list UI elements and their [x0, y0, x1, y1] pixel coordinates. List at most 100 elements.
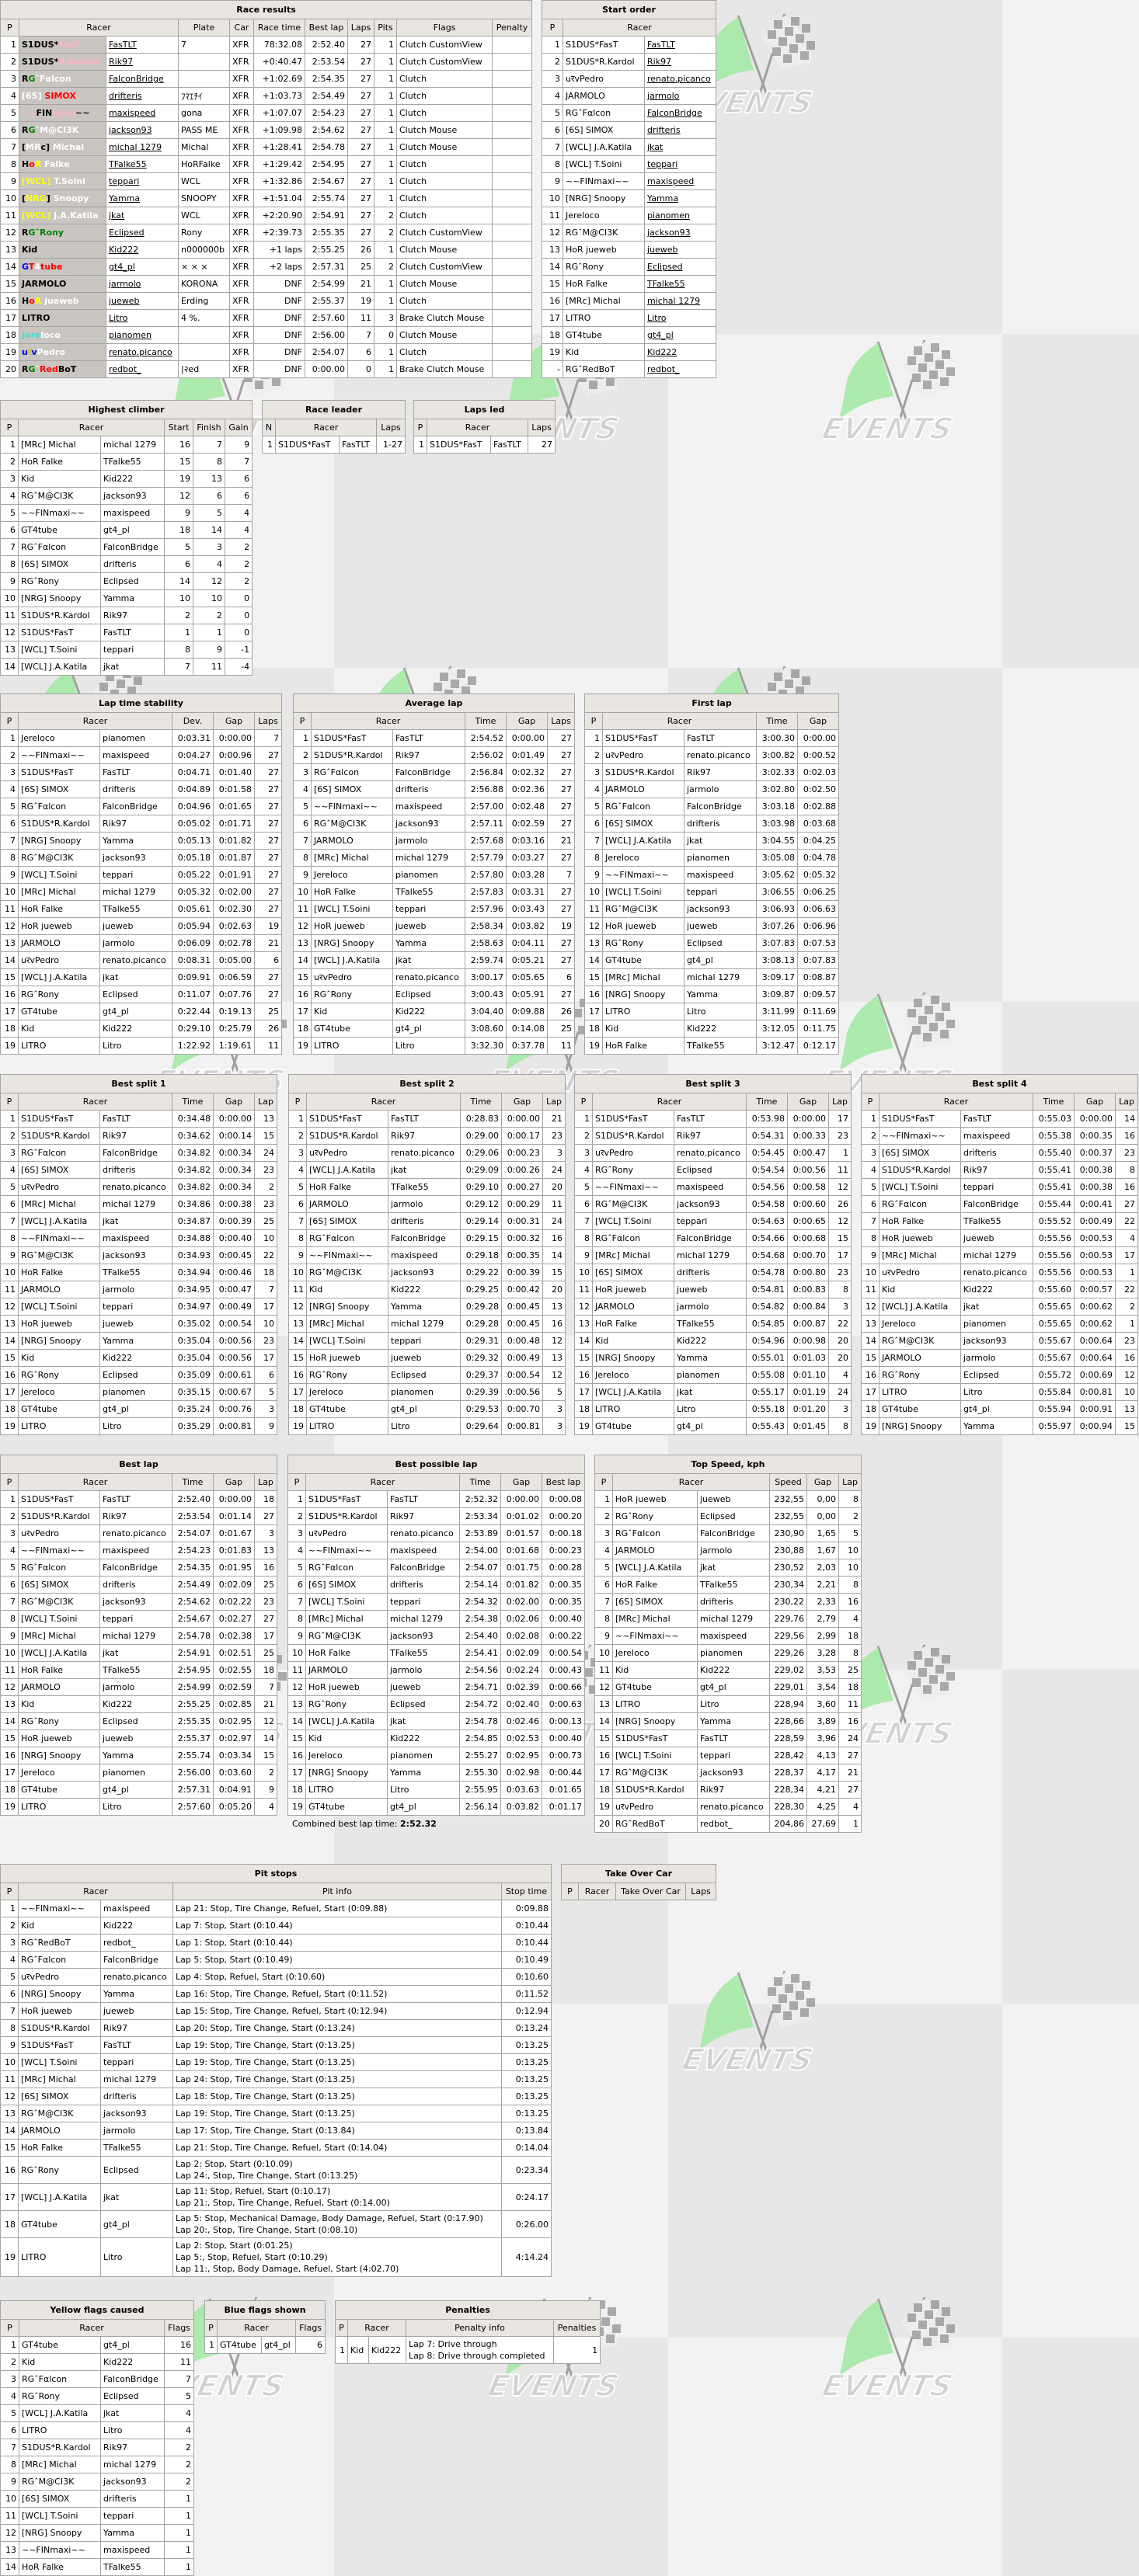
racer-profile-link[interactable]: jarmolo [647, 91, 680, 101]
column-header-racer[interactable]: Racer [305, 1473, 460, 1491]
column-header-racer[interactable]: Racer [592, 1093, 747, 1111]
column-header-p[interactable]: P [0, 1473, 19, 1491]
racer-profile-link[interactable]: FasTLT [109, 40, 137, 50]
column-header-p[interactable]: P [561, 1882, 579, 1900]
racer-profile-link[interactable]: TFalke55 [647, 279, 685, 289]
column-header-laps[interactable]: Laps [527, 419, 556, 436]
column-header-p[interactable]: P [204, 2319, 218, 2337]
column-header-laps[interactable]: Laps [347, 19, 374, 37]
racer-profile-link[interactable]: FalconBridge [647, 108, 702, 118]
column-header-lap[interactable]: Lap [827, 1093, 852, 1111]
racer-profile-link[interactable]: FalconBridge [109, 74, 164, 84]
column-header-plate[interactable]: Plate [178, 19, 230, 37]
column-header-car[interactable]: Car [229, 19, 254, 37]
column-header-pit-info[interactable]: Pit info [172, 1882, 502, 1900]
racer-profile-link[interactable]: redbot_ [109, 364, 141, 374]
racer-profile-link[interactable]: teppari [109, 176, 140, 186]
column-header-p[interactable]: P [0, 712, 19, 730]
racer-profile-link[interactable]: michal 1279 [647, 296, 701, 306]
column-header-gap[interactable]: Gap [787, 1093, 829, 1111]
column-header-racer[interactable]: Racer [311, 712, 465, 730]
racer-profile-link[interactable]: jkat [109, 210, 125, 221]
column-header-racer[interactable]: Racer [578, 1882, 616, 1900]
column-header-racer[interactable]: Racer [18, 1882, 173, 1900]
column-header-laps[interactable]: Laps [684, 1882, 717, 1900]
column-header-p[interactable]: P [293, 712, 312, 730]
racer-profile-link[interactable]: drifteris [109, 91, 142, 101]
column-header-gain[interactable]: Gain [224, 419, 253, 436]
column-header-finish[interactable]: Finish [193, 419, 225, 436]
racer-profile-link[interactable]: Rik97 [109, 57, 134, 67]
racer-profile-link[interactable]: jueweb [647, 245, 678, 255]
column-header-time[interactable]: Time [172, 1093, 214, 1111]
column-header-time[interactable]: Time [1033, 1093, 1075, 1111]
column-header-lap[interactable]: Lap [253, 1093, 278, 1111]
column-header-gap[interactable]: Gap [213, 712, 255, 730]
racer-profile-link[interactable]: maxispeed [109, 108, 156, 118]
racer-profile-link[interactable]: Rik97 [647, 57, 672, 67]
column-header-lap[interactable]: Lap [542, 1093, 566, 1111]
column-header-racer[interactable]: Racer [562, 19, 717, 37]
column-header-lap[interactable]: Lap [838, 1473, 862, 1491]
column-header-n[interactable]: N [262, 419, 276, 436]
column-header-racer[interactable]: Racer [306, 1093, 461, 1111]
racer-profile-link[interactable]: Kid222 [647, 347, 677, 357]
column-header-racer[interactable]: Racer [18, 1473, 172, 1491]
racer-profile-link[interactable]: jackson93 [109, 125, 152, 135]
column-header-time[interactable]: Time [460, 1093, 502, 1111]
column-header-penalty[interactable]: Penalty [491, 19, 533, 37]
racer-profile-link[interactable]: jarmolo [109, 279, 141, 289]
column-header-p[interactable]: P [0, 19, 19, 37]
column-header-p[interactable]: P [0, 1093, 19, 1111]
column-header-best-lap[interactable]: Best lap [542, 1473, 585, 1491]
racer-profile-link[interactable]: Eclipsed [109, 228, 145, 238]
column-header-racer[interactable]: Racer [275, 419, 377, 436]
column-header-time[interactable]: Time [459, 1473, 501, 1491]
column-header-flags[interactable]: Flags [164, 2319, 194, 2337]
column-header-racer[interactable]: Racer [347, 2319, 406, 2337]
column-header-laps[interactable]: Laps [546, 712, 576, 730]
column-header-time[interactable]: Time [746, 1093, 788, 1111]
racer-profile-link[interactable]: Kid222 [109, 245, 139, 255]
column-header-p[interactable]: P [0, 1882, 19, 1900]
racer-profile-link[interactable]: Yamma [647, 193, 679, 203]
column-header-gap[interactable]: Gap [1074, 1093, 1116, 1111]
column-header-gap[interactable]: Gap [213, 1473, 255, 1491]
column-header-racer[interactable]: Racer [18, 712, 172, 730]
column-header-start[interactable]: Start [164, 419, 193, 436]
column-header-racer[interactable]: Racer [19, 2319, 165, 2337]
column-header-p[interactable]: P [861, 1093, 880, 1111]
column-header-racer[interactable]: Racer [18, 1093, 172, 1111]
column-header-pits[interactable]: Pits [374, 19, 397, 37]
racer-profile-link[interactable]: pianomen [647, 210, 690, 221]
column-header-racer[interactable]: Racer [612, 1473, 770, 1491]
column-header-p[interactable]: P [288, 1093, 307, 1111]
column-header-p[interactable]: P [542, 19, 563, 37]
column-header-gap[interactable]: Gap [506, 712, 548, 730]
racer-profile-link[interactable]: jkat [647, 142, 664, 152]
column-header-racer[interactable]: Racer [427, 419, 528, 436]
column-header-racer[interactable]: Racer [217, 2319, 296, 2337]
column-header-gap[interactable]: Gap [796, 712, 840, 730]
racer-profile-link[interactable]: drifteris [647, 125, 681, 135]
column-header-dev-[interactable]: Dev. [172, 712, 214, 730]
column-header-gap[interactable]: Gap [500, 1473, 542, 1491]
racer-profile-link[interactable]: Litro [647, 313, 667, 323]
column-header-flags[interactable]: Flags [396, 19, 493, 37]
racer-profile-link[interactable]: gt4_pl [109, 262, 135, 272]
column-header-race-time[interactable]: Race time [253, 19, 305, 37]
column-header-time[interactable]: Time [756, 712, 798, 730]
column-header-p[interactable]: P [0, 2319, 19, 2337]
column-header-racer[interactable]: Racer [879, 1093, 1033, 1111]
column-header-racer[interactable]: Racer [602, 712, 757, 730]
racer-profile-link[interactable]: teppari [647, 159, 678, 169]
column-header-p[interactable]: P [594, 1473, 613, 1491]
column-header-penalties[interactable]: Penalties [552, 2319, 601, 2337]
racer-profile-link[interactable]: redbot_ [647, 364, 680, 374]
column-header-stop-time[interactable]: Stop time [501, 1882, 552, 1900]
column-header-take-over-car[interactable]: Take Over Car [615, 1882, 686, 1900]
column-header-time[interactable]: Time [172, 1473, 214, 1491]
column-header-p[interactable]: P [335, 2319, 348, 2337]
racer-profile-link[interactable]: maxispeed [647, 176, 695, 186]
racer-profile-link[interactable]: Yamma [109, 193, 141, 203]
